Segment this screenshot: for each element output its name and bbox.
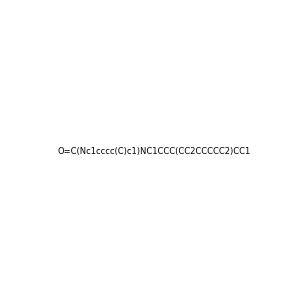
Text: O=C(Nc1cccc(C)c1)NC1CCC(CC2CCCCC2)CC1: O=C(Nc1cccc(C)c1)NC1CCC(CC2CCCCC2)CC1 <box>57 147 250 156</box>
